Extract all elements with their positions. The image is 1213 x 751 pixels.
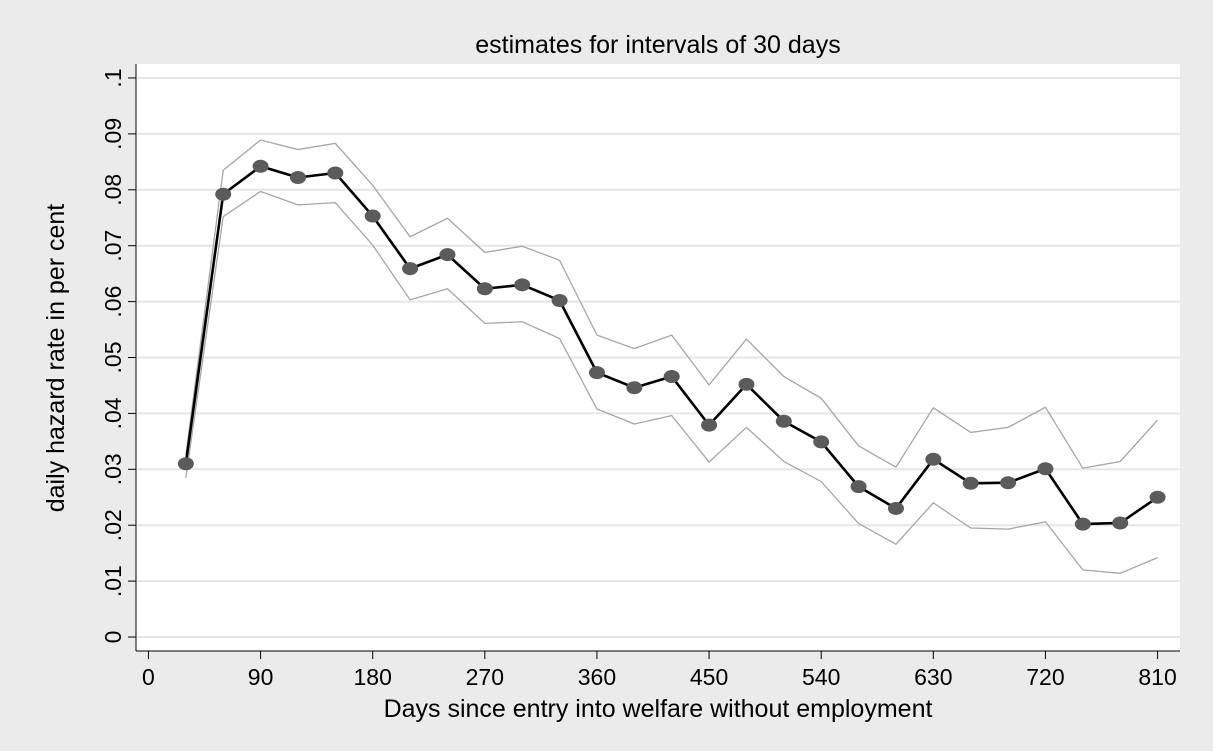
x-tick-label: 720 (1026, 664, 1064, 690)
data-point (850, 480, 867, 494)
data-point (439, 248, 456, 262)
y-tick-label: .1 (100, 68, 126, 87)
y-tick-label: 0 (100, 631, 126, 644)
data-point (813, 435, 830, 449)
y-tick-label: .02 (100, 509, 126, 541)
data-point (738, 377, 755, 391)
x-tick-label: 630 (914, 664, 952, 690)
confidence-band (185, 139, 1159, 574)
data-point (476, 282, 493, 296)
x-tick-label: 90 (248, 664, 274, 690)
x-tick-label: 180 (354, 664, 392, 690)
y-tick-label: .07 (100, 230, 126, 262)
data-point (1112, 516, 1129, 530)
upper-bound-line (185, 139, 1159, 469)
data-point (327, 166, 344, 180)
y-tick-label: .01 (100, 565, 126, 597)
data-point (962, 476, 979, 490)
lower-bound-line (185, 190, 1158, 574)
data-point (551, 293, 568, 307)
y-tick-label: .03 (100, 453, 126, 485)
data-point (1000, 476, 1017, 490)
data-point (402, 262, 419, 276)
y-tick-label: .05 (100, 342, 126, 374)
x-axis-ticks: 0 90 180 270 360 450 540 630 720 810 (142, 651, 1177, 690)
x-tick-label: 270 (466, 664, 504, 690)
data-point (215, 187, 232, 201)
data-point (514, 278, 531, 292)
y-tick-label: .08 (100, 174, 126, 206)
y-tick-label: .09 (100, 118, 126, 150)
x-axis-label: Days since entry into welfare without em… (384, 695, 933, 723)
data-point (701, 418, 718, 432)
x-tick-label: 450 (690, 664, 728, 690)
y-tick-label: .06 (100, 286, 126, 318)
y-tick-label: .04 (100, 397, 126, 429)
data-point (588, 366, 605, 380)
data-point (1149, 490, 1166, 504)
y-axis-label: daily hazard rate in per cent (42, 204, 70, 513)
data-point (663, 370, 680, 384)
data-point (364, 209, 381, 223)
data-point (1074, 517, 1091, 531)
x-tick-label: 540 (802, 664, 840, 690)
data-point (1037, 462, 1054, 476)
y-axis-ticks: 0 .01 .02 .03 .04 .05 .06 .07 .08 .09 .1 (100, 68, 136, 643)
x-tick-label: 810 (1138, 664, 1176, 690)
chart-title: estimates for intervals of 30 days (475, 31, 840, 59)
data-point (775, 414, 792, 428)
estimate-points (177, 159, 1166, 531)
data-point (925, 452, 942, 466)
data-point (626, 381, 643, 395)
data-point (177, 457, 194, 471)
x-tick-label: 360 (578, 664, 616, 690)
x-tick-label: 0 (142, 664, 155, 690)
data-point (887, 501, 904, 515)
data-point (252, 159, 269, 173)
gridlines (137, 76, 1180, 639)
data-point (289, 170, 306, 184)
